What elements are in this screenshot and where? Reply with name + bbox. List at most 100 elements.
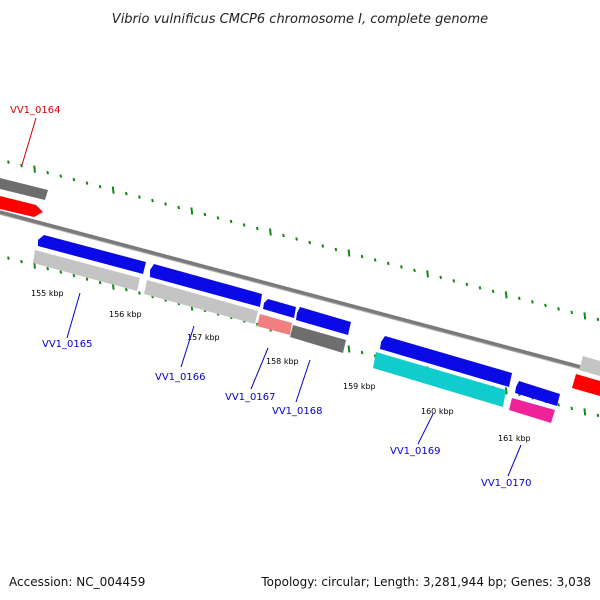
gene-label-vv1-0169[interactable]: VV1_0169 bbox=[390, 446, 441, 457]
feature-vv1-0164[interactable] bbox=[0, 196, 43, 217]
major-tick bbox=[426, 270, 429, 278]
minor-tick bbox=[557, 307, 560, 311]
genome-summary-text: Topology: circular; Length: 3,281,944 bp… bbox=[260, 575, 591, 589]
minor-tick bbox=[151, 198, 154, 203]
major-tick bbox=[33, 165, 36, 173]
major-tick bbox=[111, 186, 115, 194]
kbp-label: 160 kbp bbox=[421, 407, 454, 416]
kbp-label: 161 kbp bbox=[498, 434, 531, 443]
feature-vv1-0167-salmon[interactable] bbox=[257, 314, 292, 335]
feature-vv1-0167[interactable] bbox=[263, 299, 296, 318]
minor-tick bbox=[439, 275, 443, 280]
minor-tick bbox=[7, 160, 10, 164]
feature-vv1-0170-magenta[interactable] bbox=[509, 398, 555, 423]
minor-tick bbox=[20, 163, 23, 168]
kbp-label: 159 kbp bbox=[343, 382, 376, 391]
minor-tick bbox=[138, 291, 141, 295]
kbp-label: 157 kbp bbox=[187, 333, 220, 342]
minor-tick bbox=[72, 273, 76, 278]
minor-tick bbox=[596, 317, 600, 322]
minor-tick bbox=[255, 226, 259, 231]
kbp-label: 158 kbp bbox=[266, 357, 299, 366]
gene-label-vv1-0164[interactable]: VV1_0164 bbox=[10, 105, 61, 116]
minor-tick bbox=[229, 219, 233, 224]
minor-tick bbox=[465, 282, 469, 287]
minor-tick bbox=[20, 259, 23, 264]
major-tick bbox=[347, 249, 351, 257]
minor-tick bbox=[531, 300, 534, 304]
minor-tick bbox=[491, 289, 495, 294]
feature-vv1-0166[interactable] bbox=[150, 264, 262, 307]
kbp-label: 155 kbp bbox=[31, 289, 64, 298]
minor-tick bbox=[216, 216, 220, 220]
minor-tick bbox=[85, 277, 89, 281]
major-tick bbox=[583, 408, 587, 416]
feature-vv1-0170[interactable] bbox=[515, 381, 560, 406]
minor-tick bbox=[98, 184, 102, 189]
minor-tick bbox=[596, 413, 600, 418]
genome-backbone bbox=[0, 210, 600, 375]
feature-vv1-0169[interactable] bbox=[380, 336, 512, 387]
major-tick bbox=[269, 228, 272, 236]
feature-vv1-0168-dark[interactable] bbox=[290, 325, 346, 353]
minor-tick bbox=[282, 233, 285, 238]
feature-vv1-0165[interactable] bbox=[38, 235, 146, 274]
minor-tick bbox=[544, 303, 547, 308]
minor-tick bbox=[124, 191, 128, 196]
major-tick bbox=[190, 207, 194, 215]
minor-tick bbox=[452, 279, 456, 283]
minor-tick bbox=[242, 223, 246, 227]
gene-label-vv1-0170[interactable]: VV1_0170 bbox=[481, 478, 532, 489]
minor-tick bbox=[478, 286, 482, 290]
minor-tick bbox=[164, 202, 167, 206]
feature-vv1-0169-cyan[interactable] bbox=[373, 352, 506, 407]
feature-vv1-0166-light[interactable] bbox=[144, 280, 258, 324]
gene-label-vv1-0166[interactable]: VV1_0166 bbox=[155, 372, 206, 383]
minor-tick bbox=[138, 195, 141, 199]
major-tick bbox=[504, 291, 508, 299]
minor-tick bbox=[570, 406, 574, 411]
minor-tick bbox=[334, 247, 338, 252]
minor-tick bbox=[203, 212, 207, 217]
minor-tick bbox=[85, 181, 89, 185]
minor-tick bbox=[46, 266, 50, 271]
minor-tick bbox=[7, 256, 10, 260]
feature-right-red[interactable] bbox=[572, 374, 600, 396]
minor-tick bbox=[72, 177, 76, 182]
minor-tick bbox=[321, 244, 325, 248]
gene-leader-lines bbox=[21, 117, 522, 477]
gene-label-vv1-0165[interactable]: VV1_0165 bbox=[42, 339, 93, 350]
minor-tick bbox=[413, 268, 416, 273]
minor-tick bbox=[360, 350, 364, 355]
feature-vv1-0164-gray[interactable] bbox=[0, 178, 48, 200]
minor-tick bbox=[295, 237, 298, 241]
kbp-label: 156 kbp bbox=[109, 310, 142, 319]
minor-tick bbox=[98, 280, 102, 285]
feature-track bbox=[0, 178, 600, 423]
major-tick bbox=[583, 312, 587, 320]
feature-vv1-0165-light[interactable] bbox=[33, 250, 140, 291]
major-tick bbox=[347, 345, 351, 353]
minor-tick bbox=[59, 270, 63, 274]
minor-tick bbox=[386, 261, 390, 266]
minor-tick bbox=[360, 254, 364, 259]
minor-tick bbox=[373, 258, 377, 262]
map-title: Vibrio vulnificus CMCP6 chromosome I, co… bbox=[112, 12, 488, 27]
feature-vv1-0168[interactable] bbox=[296, 307, 351, 335]
minor-tick bbox=[557, 403, 560, 407]
minor-tick bbox=[59, 174, 63, 178]
minor-tick bbox=[400, 265, 403, 269]
minor-tick bbox=[308, 240, 312, 245]
minor-tick bbox=[177, 205, 181, 210]
minor-tick bbox=[570, 310, 574, 315]
accession-text: Accession: NC_004459 bbox=[9, 575, 145, 589]
scale-labels: 155 kbp 156 kbp 157 kbp 158 kbp 159 kbp … bbox=[31, 289, 531, 443]
gene-label-vv1-0167[interactable]: VV1_0167 bbox=[225, 392, 276, 403]
feature-right-gray[interactable] bbox=[579, 356, 600, 376]
gene-labels: VV1_0164 VV1_0165 VV1_0166 VV1_0167 VV1_… bbox=[10, 105, 532, 489]
minor-tick bbox=[46, 170, 50, 175]
gene-label-vv1-0168[interactable]: VV1_0168 bbox=[272, 406, 323, 417]
minor-tick bbox=[517, 296, 521, 301]
minor-tick bbox=[124, 287, 128, 292]
